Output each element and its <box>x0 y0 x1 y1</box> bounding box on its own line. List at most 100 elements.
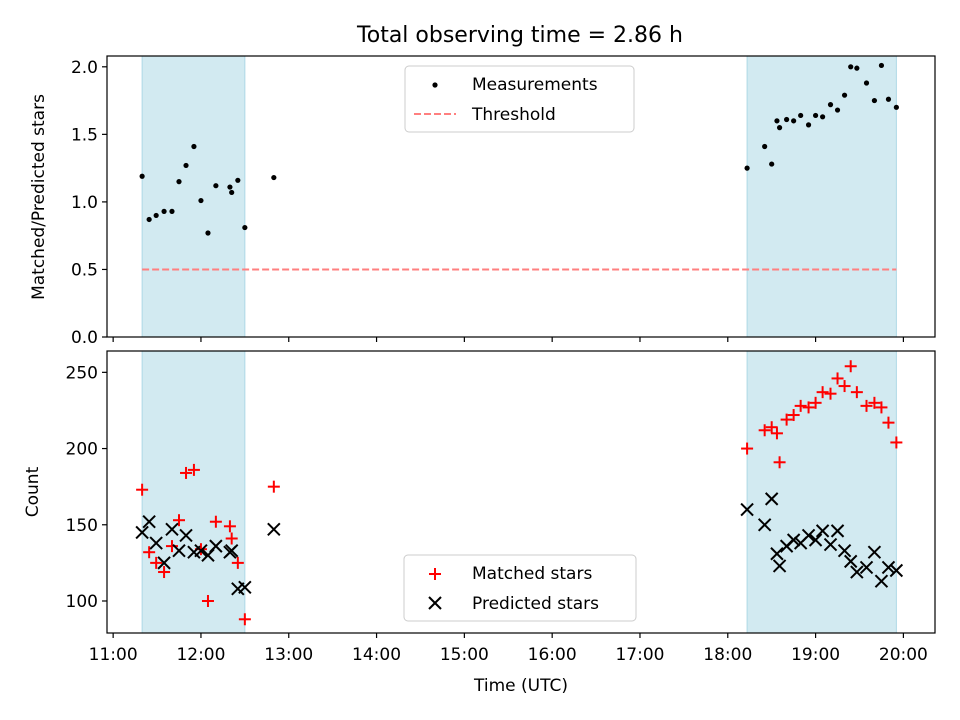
matched-stars-point <box>844 360 857 373</box>
bottom-y-axis-label: Count <box>23 466 43 517</box>
top-shaded-span-0 <box>141 55 246 338</box>
top-y-tick-label: 0.0 <box>71 328 98 348</box>
x-tick-label: 19:00 <box>791 645 840 665</box>
matched-stars-point <box>809 396 822 409</box>
top-y-tick-label: 0.5 <box>71 260 98 280</box>
matched-stars-point <box>209 515 222 528</box>
measurements-point <box>871 97 878 104</box>
predicted-stars-point <box>837 543 852 558</box>
bottom-x-ticks: 11:00 12:00 13:00 14:00 15:00 16:00 17:00 18:00… <box>89 633 928 665</box>
measurements-point <box>820 114 826 120</box>
predicted-stars-point <box>867 545 882 559</box>
matched-stars-point <box>794 399 807 412</box>
top-y-tick-label: 1.5 <box>71 125 98 145</box>
figure-title: Total observing time = 2.86 h <box>356 23 683 48</box>
bottom-y-ticks: 100 150 200 250 <box>66 363 107 612</box>
top-y-axis-label: Matched/Predicted stars <box>29 94 49 300</box>
legend-predicted-label: Predicted stars <box>472 594 599 614</box>
matched-stars-point <box>802 401 815 414</box>
measurements-point <box>863 80 870 86</box>
measurements-point <box>798 112 804 119</box>
x-tick-label: 18:00 <box>703 645 752 665</box>
measurements-point <box>191 143 197 150</box>
matched-stars-point <box>150 556 163 569</box>
matched-stars-point <box>267 480 280 493</box>
measurements-point <box>229 189 235 196</box>
measurements-point <box>146 216 152 223</box>
measurements-point <box>235 177 241 183</box>
bottom-y-tick-label: 150 <box>66 516 98 536</box>
measurements-point <box>784 116 790 123</box>
matched-stars-point <box>831 372 844 385</box>
predicted-stars-point <box>757 518 772 532</box>
top-legend-box <box>404 65 635 133</box>
matched-stars-point <box>824 387 837 400</box>
predicted-stars-point <box>830 524 845 538</box>
measurements-point <box>848 64 854 70</box>
matched-stars-point <box>187 463 200 476</box>
legend-matched-marker <box>429 568 441 580</box>
matched-stars-point <box>201 594 214 607</box>
predicted-stars-point <box>165 522 179 537</box>
predicted-stars-point <box>770 547 784 561</box>
predicted-stars-point <box>149 536 163 550</box>
matched-stars-point <box>173 514 185 527</box>
bottom-y-tick-label: 200 <box>66 440 98 460</box>
x-tick-label: 14:00 <box>352 645 401 665</box>
legend-threshold-label: Threshold <box>471 105 556 125</box>
matched-stars-point <box>882 416 895 429</box>
top-x-ticks <box>112 337 904 342</box>
bottom-axes-frame <box>106 350 936 634</box>
x-tick-label: 12:00 <box>176 645 225 665</box>
matched-stars-point <box>875 401 888 414</box>
predicted-stars-point <box>172 543 186 558</box>
legend-matched-label: Matched stars <box>472 564 592 584</box>
measurements-point <box>176 179 182 185</box>
measurements-point <box>805 122 812 128</box>
bottom-plot-marks <box>135 360 904 626</box>
measurements-point <box>769 161 775 167</box>
top-y-tick-label: 1.0 <box>71 193 98 213</box>
top-axes-frame <box>106 55 936 338</box>
predicted-stars-point <box>135 525 149 540</box>
measurements-point <box>242 224 248 231</box>
legend-measurements-label: Measurements <box>472 75 598 95</box>
x-tick-label: 11:00 <box>89 645 138 665</box>
matched-stars-point <box>838 380 851 393</box>
bottom-y-tick-label: 250 <box>66 363 98 383</box>
measurements-point <box>198 197 204 204</box>
measurements-point <box>878 62 885 69</box>
predicted-stars-point <box>815 524 830 538</box>
predicted-stars-point <box>823 537 838 552</box>
matched-stars-point <box>780 413 793 426</box>
matched-stars-point <box>890 436 903 449</box>
measurements-point <box>791 118 797 124</box>
top-legend: Measurements Threshold <box>404 65 635 133</box>
measurements-point <box>213 183 219 189</box>
matched-stars-point <box>860 399 873 412</box>
x-axis-label: Time (UTC) <box>473 676 568 696</box>
measurements-point <box>812 112 819 119</box>
matched-stars-point <box>231 556 244 569</box>
matched-stars-point <box>165 540 178 553</box>
bottom-legend: Matched stars Predicted stars <box>403 554 637 622</box>
predicted-stars-point <box>850 565 864 579</box>
top-plot-marks <box>139 62 899 271</box>
measurements-point <box>885 96 892 102</box>
top-y-tick-label: 2.0 <box>71 58 98 78</box>
measurements-point <box>169 208 175 214</box>
measurements-point <box>762 143 768 150</box>
matched-stars-point <box>758 424 771 437</box>
x-tick-label: 20:00 <box>879 645 928 665</box>
measurements-point <box>183 162 189 169</box>
matched-stars-point <box>223 520 236 533</box>
x-tick-label: 16:00 <box>528 645 577 665</box>
matched-stars-point <box>773 456 786 469</box>
measurements-point <box>271 174 277 181</box>
legend-measurements-marker <box>432 82 438 88</box>
measurements-point <box>841 92 848 98</box>
matched-stars-point <box>136 483 149 496</box>
predicted-stars-point <box>179 528 193 543</box>
measurements-point <box>744 165 750 171</box>
